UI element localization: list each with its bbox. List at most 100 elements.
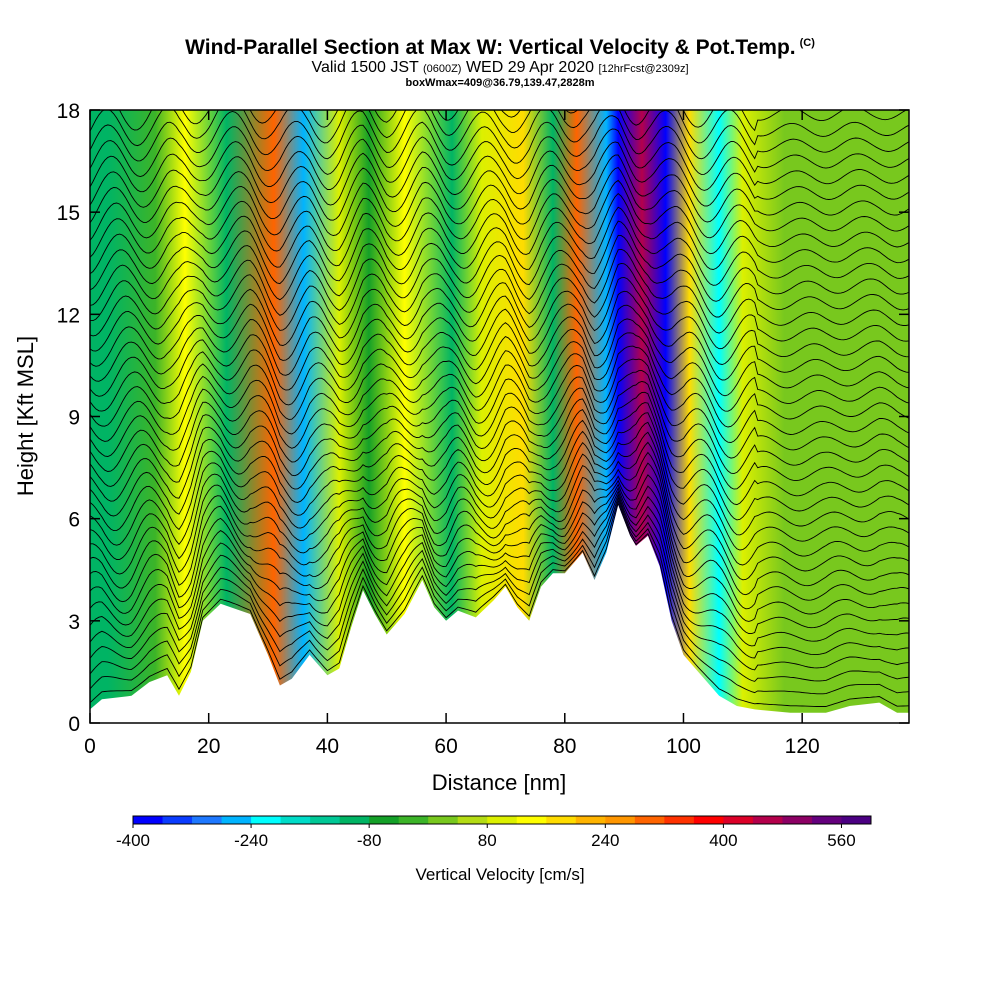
colorbar-swatch — [782, 816, 813, 824]
colorbar-swatch — [221, 816, 252, 824]
colorbar: -400 -240 -80 80 240 400 560 — [116, 815, 872, 850]
isentrope-line — [90, 490, 909, 659]
isentrope-line — [90, 462, 909, 610]
colorbar-tick-label: 80 — [478, 831, 497, 850]
isentrope-line — [90, 141, 909, 208]
x-axis: 0 20 40 60 80 100 120 — [84, 110, 820, 758]
isentrope-line — [90, 451, 909, 596]
isentrope-line — [90, 345, 909, 443]
isentrope-line — [90, 262, 909, 352]
x-tick-label: 120 — [785, 735, 820, 758]
colorbar-swatch — [457, 816, 488, 824]
isentrope-line — [90, 370, 909, 475]
x-tick-label: 60 — [434, 735, 457, 758]
isentrope-line — [90, 110, 909, 162]
isentrope-line — [90, 421, 909, 551]
colorbar-swatch — [310, 816, 341, 824]
colorbar-swatch — [546, 816, 577, 824]
colorbar-swatch — [811, 816, 842, 824]
isentrope-line — [90, 441, 909, 581]
x-axis-label: Distance [nm] — [432, 770, 567, 795]
colorbar-swatch — [192, 816, 223, 824]
colorbar-tick-label: 400 — [709, 831, 737, 850]
colorbar-swatch — [280, 816, 311, 824]
colorbar-swatch — [664, 816, 695, 824]
x-tick-label: 20 — [197, 735, 220, 758]
isentrope-line — [90, 115, 909, 177]
colorbar-swatch — [369, 816, 400, 824]
isentrope-line — [90, 358, 909, 459]
isentrope-line — [90, 110, 909, 147]
colorbar-swatch — [605, 816, 636, 824]
isentrope-contours — [90, 110, 909, 707]
colorbar-swatch — [516, 816, 547, 824]
x-tick-label: 80 — [553, 735, 576, 758]
isentrope-line — [90, 402, 909, 521]
isentrope-line — [90, 248, 909, 337]
isentrope-line — [90, 381, 909, 490]
chart-title-text: Wind-Parallel Section at Max W: Vertical… — [185, 36, 796, 59]
isentrope-line — [90, 391, 909, 506]
isentrope-line — [90, 502, 909, 707]
isentrope-line — [90, 412, 909, 536]
colorbar-swatch — [841, 816, 872, 824]
y-tick-label: 18 — [57, 100, 80, 123]
y-tick-label: 15 — [57, 202, 80, 225]
isentrope-line — [90, 290, 909, 382]
box-info: boxWmax=409@36.79,139.47,2828m — [405, 77, 595, 89]
colorbar-tick-label: -240 — [234, 831, 268, 850]
isentrope-line — [90, 166, 909, 241]
isentrope-line — [90, 128, 909, 193]
isentrope-line — [90, 206, 909, 291]
isentrope-line — [90, 332, 909, 428]
colorbar-swatch — [428, 816, 459, 824]
isentrope-line — [90, 179, 909, 258]
isentrope-line — [90, 192, 909, 275]
isentrope-line — [90, 486, 909, 647]
y-axis: 0 3 6 9 12 15 18 — [57, 100, 909, 736]
colorbar-tick-label: 560 — [827, 831, 855, 850]
colorbar-tick-label: -80 — [357, 831, 382, 850]
subtitle-utc: (0600Z) — [422, 63, 462, 75]
terrain-mask — [90, 505, 909, 723]
isentrope-line — [90, 496, 909, 682]
isentrope-line — [90, 220, 909, 306]
colorbar-swatch — [723, 816, 754, 824]
y-tick-label: 6 — [68, 509, 80, 532]
isentrope-line — [90, 483, 909, 635]
subtitle-forecast: [12hrFcst@2309z] — [598, 63, 689, 75]
isentrope-line — [90, 110, 908, 132]
y-tick-label: 9 — [68, 407, 80, 430]
x-tick-label: 40 — [316, 735, 339, 758]
colorbar-swatch — [339, 816, 370, 824]
terrain-shape — [90, 505, 909, 723]
colorbar-label: Vertical Velocity [cm/s] — [415, 865, 584, 884]
subtitle-valid: Valid 1500 JST — [311, 59, 419, 76]
y-tick-label: 3 — [68, 611, 80, 634]
colorbar-swatch — [162, 816, 193, 824]
colorbar-swatch — [752, 816, 783, 824]
subtitle-date: WED 29 Apr 2020 — [465, 59, 595, 76]
colorbar-tick-label: 240 — [591, 831, 619, 850]
colorbar-swatch — [251, 816, 282, 824]
isentrope-line — [90, 154, 909, 224]
isentrope-line — [90, 234, 909, 322]
isentrope-line — [90, 493, 909, 671]
colorbar-swatch — [487, 816, 518, 824]
chart-subtitle: Valid 1500 JST (0600Z) WED 29 Apr 2020 [… — [0, 59, 1000, 77]
colorbar-swatch — [398, 816, 429, 824]
colorbar-tick-label: -400 — [116, 831, 150, 850]
isentrope-line — [90, 499, 909, 695]
colorbar-swatch — [575, 816, 606, 824]
y-tick-label: 0 — [68, 713, 80, 736]
colorbar-frame — [132, 815, 872, 825]
colorbar-swatch — [693, 816, 724, 824]
colorbar-swatch — [634, 816, 665, 824]
x-tick-label: 100 — [666, 735, 701, 758]
x-tick-label: 0 — [84, 735, 96, 758]
isentrope-line — [90, 431, 909, 566]
title-mark: (C) — [799, 37, 815, 49]
isentrope-line — [90, 276, 909, 367]
y-axis-label: Height [Kft MSL] — [13, 336, 38, 496]
